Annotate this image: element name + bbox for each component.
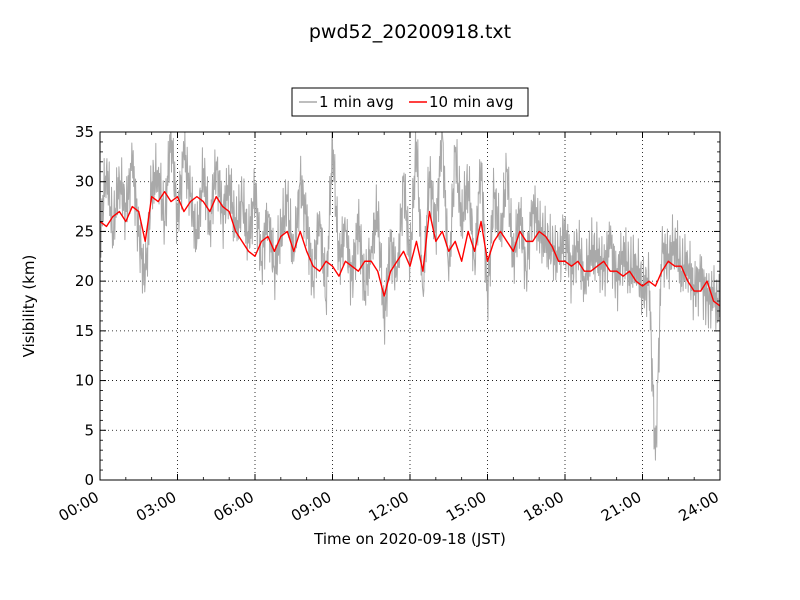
x-tick-label: 24:00 [676, 488, 722, 525]
x-tick-label: 06:00 [211, 488, 257, 525]
series-line-10min-avg [100, 190, 720, 307]
y-tick-label: 15 [75, 322, 94, 340]
y-tick-label: 0 [84, 471, 94, 489]
legend-label-1min: 1 min avg [319, 93, 394, 111]
y-tick-label: 30 [75, 173, 94, 191]
gridlines [100, 132, 720, 480]
chart-title: pwd52_20200918.txt [309, 21, 511, 43]
y-tick-labels: 0 5 10 15 20 25 30 35 [75, 123, 94, 489]
legend: 1 min avg 10 min avg [291, 87, 529, 117]
y-tick-label: 35 [75, 123, 94, 141]
y-tick-label: 5 [84, 421, 94, 439]
x-axis-label: Time on 2020-09-18 (JST) [313, 530, 506, 548]
series-layer [100, 132, 720, 461]
x-tick-label: 09:00 [288, 488, 334, 525]
x-tick-labels: 00:00 03:00 06:00 09:00 12:00 15:00 18:00 21:00… [56, 488, 722, 525]
x-tick-label: 03:00 [133, 488, 179, 525]
y-tick-label: 20 [75, 272, 94, 290]
x-tick-label: 00:00 [56, 488, 102, 525]
ticks [99, 131, 721, 481]
x-tick-label: 12:00 [366, 488, 412, 525]
y-tick-label: 10 [75, 372, 94, 390]
legend-label-10min: 10 min avg [429, 93, 514, 111]
series-line-1min-avg [100, 132, 720, 461]
y-tick-label: 25 [75, 222, 94, 240]
x-tick-label: 15:00 [443, 488, 489, 525]
x-tick-label: 21:00 [598, 488, 644, 525]
x-tick-label: 18:00 [521, 488, 567, 525]
y-axis-label: Visibility (km) [20, 255, 38, 358]
